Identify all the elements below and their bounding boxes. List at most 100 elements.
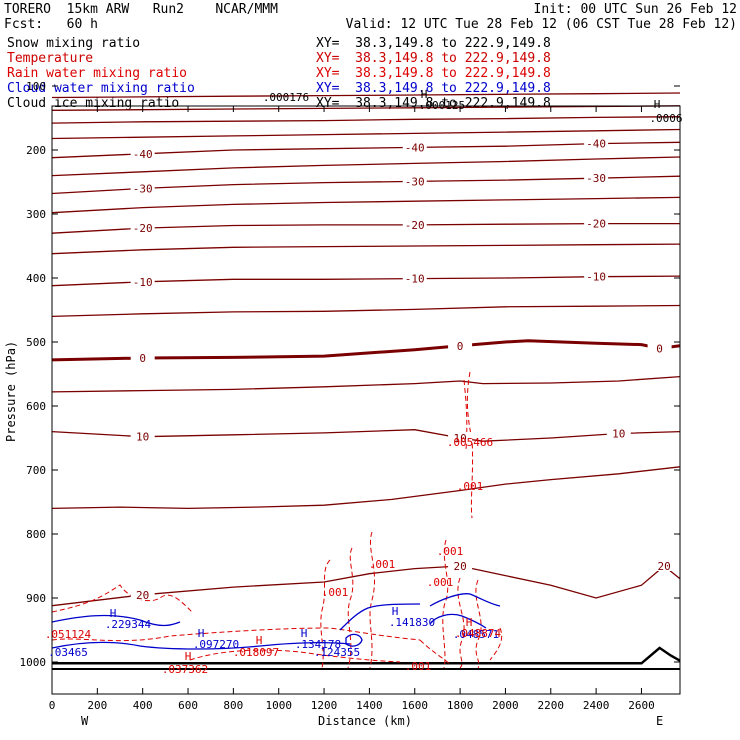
isotherm--45 [51, 128, 681, 140]
extremum-label: .03465 [48, 646, 88, 659]
rain-contour [475, 579, 482, 669]
cloud-water-label: .229344 [105, 618, 152, 631]
legend-xy-cloud-ice: XY= 38.3,149.8 to 222.9,149.8 [316, 96, 551, 111]
isotherm-label: -10 [405, 273, 425, 286]
y-tick-label: 900 [26, 592, 46, 605]
moisture-features [51, 371, 681, 669]
isotherm-label: -10 [586, 271, 606, 284]
isotherm-15 [51, 466, 681, 510]
isotherm-label: 0 [139, 352, 146, 365]
cloud-water-label: .048571 [453, 628, 499, 641]
rain-contour [489, 627, 503, 661]
cloud-water-contour [345, 633, 363, 647]
isotherm--5 [51, 304, 681, 318]
cloud-water-contour [429, 613, 487, 629]
cloud-water-label: .134178 [295, 638, 341, 651]
axes [51, 85, 681, 695]
cloud-water-label: .097270 [193, 638, 239, 651]
isotherm-label: -20 [405, 219, 425, 232]
rain-contour [466, 371, 474, 519]
high-marker: H [466, 616, 473, 629]
isotherm--35 [51, 156, 681, 177]
cloud-water-contour [429, 593, 501, 607]
isotherm-20 [51, 565, 681, 607]
valid-time-line: Valid: 12 UTC Tue 28 Feb 12 (06 CST Tue … [345, 17, 737, 32]
isotherm--30 [51, 175, 681, 195]
legend-label-snow: Snow mixing ratio [7, 36, 141, 51]
isotherm-5 [51, 375, 681, 393]
plot-frame [51, 105, 681, 695]
isotherm--15 [51, 243, 681, 255]
isotherm-10 [51, 429, 681, 442]
isotherm-label: 10 [136, 431, 149, 444]
contour-labels: -40 -40 -40 -30 -30 -30 -20 -20 -20 -10 -10 -10 0 0 0 1… [45, 88, 683, 676]
legend-label-temperature: Temperature [7, 51, 94, 66]
isotherm-label: 20 [136, 589, 149, 602]
y-tick-label: 1000 [20, 656, 47, 669]
rain-contour-label: .001 [322, 586, 349, 599]
rain-contour [463, 379, 468, 451]
high-marker: H [110, 607, 117, 620]
extremum-label: .051124 [45, 628, 92, 641]
rain-contour [347, 547, 354, 669]
cloud-water-contour [51, 641, 351, 650]
y-tick-label: 600 [26, 400, 46, 413]
isotherm-label: -30 [586, 172, 606, 185]
isotherm-label: -40 [586, 138, 606, 151]
y-axis-title: Pressure (hPa) [4, 340, 18, 442]
isotherm-label: 20 [453, 560, 466, 573]
rain-contour-label: .001 [405, 660, 432, 673]
legend-xy-rain: XY= 38.3,149.8 to 222.9,149.8 [316, 66, 551, 81]
y-tick-label: 500 [26, 336, 46, 349]
x-tick-label: 600 [178, 699, 198, 712]
west-label: W [81, 714, 89, 728]
rain-contour-label: .001 [369, 558, 396, 571]
x-axis-title: Distance (km) [318, 714, 412, 728]
x-tick-label: 400 [133, 699, 153, 712]
rain-contour [51, 627, 421, 642]
isotherm--25 [51, 196, 681, 214]
y-tick-label: 400 [26, 272, 46, 285]
cloud-water-label: .124355 [314, 646, 360, 659]
x-tick-label: 1400 [356, 699, 383, 712]
rain-contour-label: .001 [457, 480, 484, 493]
rain-contour [189, 649, 401, 663]
rain-contour [457, 577, 465, 669]
rain-contour [320, 559, 331, 669]
isotherm-label: -20 [133, 222, 153, 235]
terrain-line [52, 646, 681, 665]
forecast-hour-line: Fcst: 60 h [4, 17, 98, 32]
x-tick-label: 1800 [447, 699, 474, 712]
high-marker: H [256, 634, 263, 647]
y-tick-label: 800 [26, 528, 46, 541]
x-tick-label: 2200 [538, 699, 565, 712]
isotherm-label: 10 [612, 428, 625, 441]
high-marker: H [392, 605, 399, 618]
isotherm-label: -30 [405, 175, 425, 188]
high-marker: H [198, 627, 205, 640]
isotherm-0 [51, 339, 681, 362]
isotherm-label: -20 [586, 218, 606, 231]
east-label: E [656, 714, 664, 728]
temperature-isotherms [51, 92, 681, 607]
isotherm-label: 0 [457, 340, 464, 353]
rain-contour [51, 584, 193, 613]
tick-labels: 0 200 400 600 800 1000 1200 1400 1600 1800 2000 220… [20, 80, 655, 712]
y-tick-label: 700 [26, 464, 46, 477]
high-marker: H [301, 627, 308, 640]
legend-xy-temperature: XY= 38.3,149.8 to 222.9,149.8 [316, 51, 551, 66]
isotherm--40 [51, 141, 681, 159]
x-tick-label: 2000 [492, 699, 519, 712]
legend-label-rain: Rain water mixing ratio [7, 66, 188, 81]
extremum-label: .0006 [649, 112, 682, 125]
extremum-label: .000176 [263, 91, 309, 104]
isotherm--20 [51, 222, 680, 234]
x-tick-label: 2400 [583, 699, 610, 712]
cloud-water-contour [339, 603, 421, 631]
isotherm-label: 10 [453, 432, 466, 445]
x-tick-label: 0 [49, 699, 56, 712]
rain-contour-label: .001 [437, 545, 464, 558]
isotherm-label: -40 [405, 141, 425, 154]
x-tick-label: 1600 [401, 699, 428, 712]
